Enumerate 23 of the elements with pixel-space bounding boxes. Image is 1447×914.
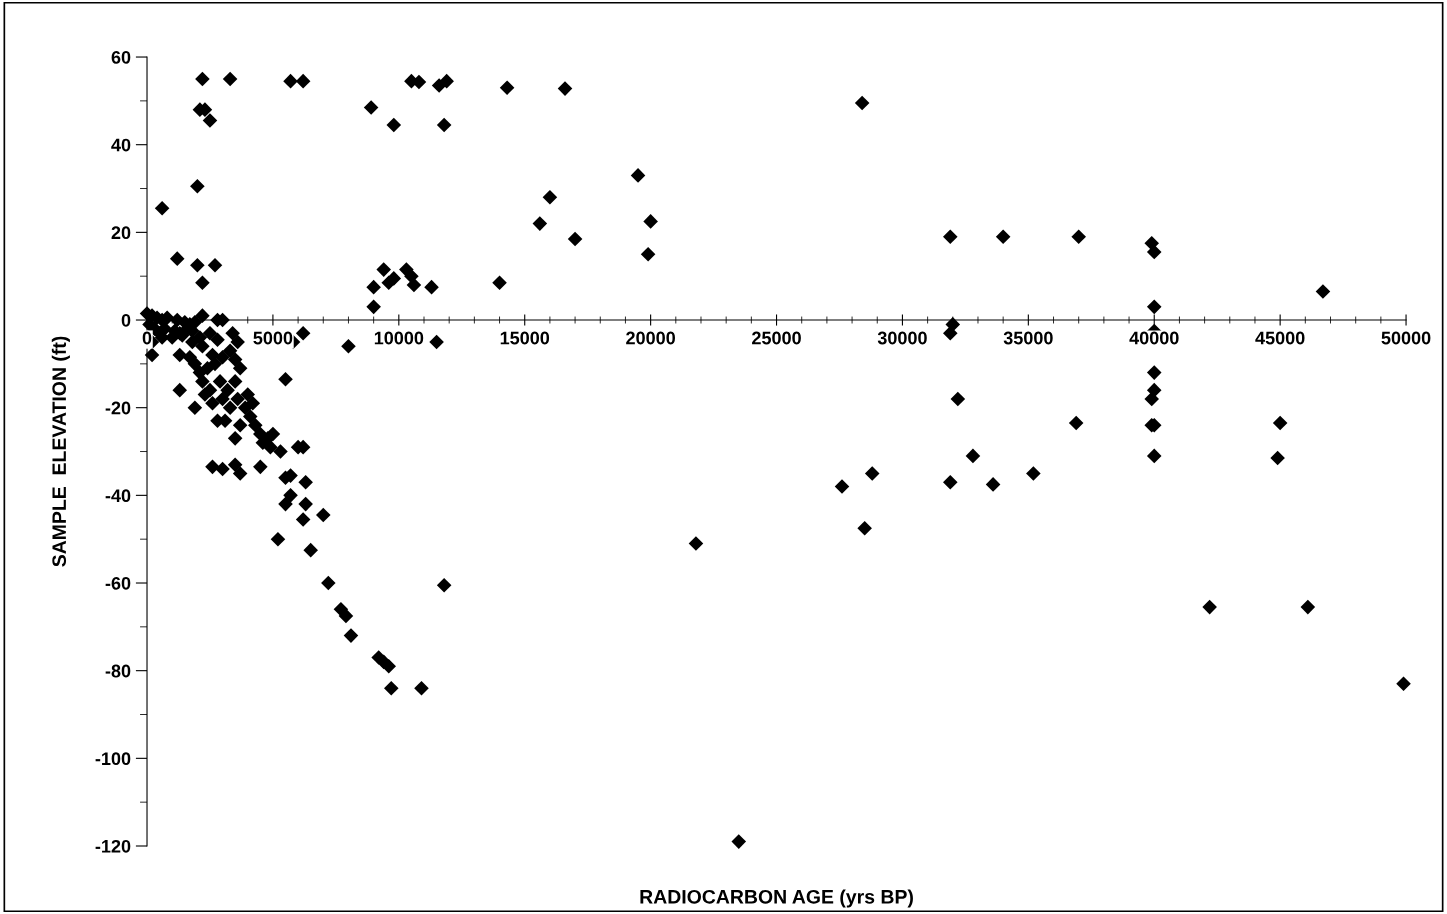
y-tick-label: -20 xyxy=(105,401,131,415)
y-axis-title: SAMPLE ELEVATION (ft) xyxy=(51,336,70,567)
y-tick-label: -40 xyxy=(105,489,131,503)
y-tick-label: -120 xyxy=(95,839,131,853)
x-tick-label: 35000 xyxy=(1003,331,1053,345)
x-axis-title: RADIOCARBON AGE (yrs BP) xyxy=(640,889,913,908)
x-tick-label: 30000 xyxy=(877,331,927,345)
y-tick-label: -60 xyxy=(105,576,131,590)
x-tick-label: 25000 xyxy=(752,331,801,345)
y-tick-label: -80 xyxy=(105,664,131,678)
y-tick-label: -100 xyxy=(95,752,131,766)
x-tick-label: 45000 xyxy=(1255,331,1305,345)
x-tick-label: 10000 xyxy=(374,331,424,345)
x-tick-label: 40000 xyxy=(1129,331,1179,345)
y-tick-label: 0 xyxy=(121,313,131,327)
y-tick-label: 60 xyxy=(111,50,131,64)
x-tick-label: 50000 xyxy=(1381,331,1431,345)
x-tick-label: 5000 xyxy=(253,331,293,345)
x-tick-label: 0 xyxy=(142,331,152,345)
x-tick-label: 20000 xyxy=(626,331,675,345)
y-tick-label: 20 xyxy=(111,226,131,240)
x-tick-label: 15000 xyxy=(500,331,550,345)
y-tick-label: 40 xyxy=(111,138,131,152)
